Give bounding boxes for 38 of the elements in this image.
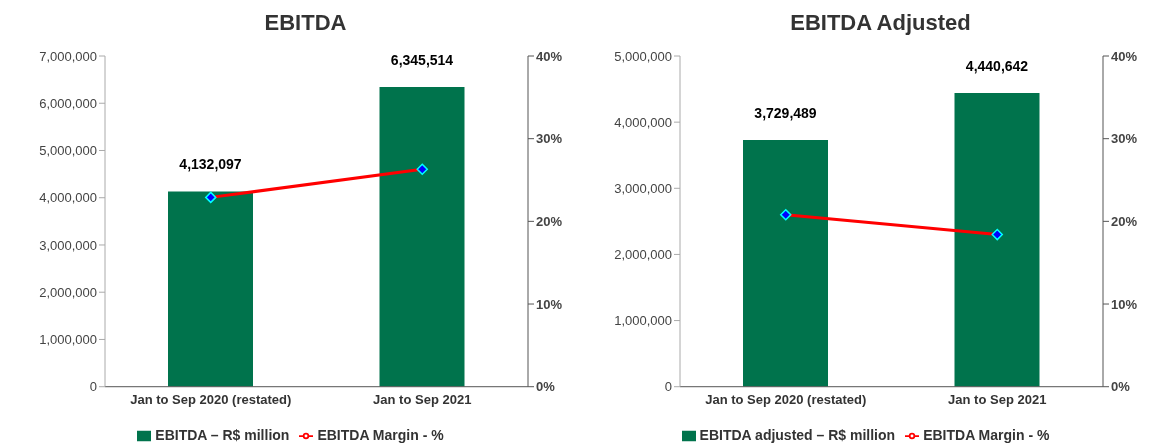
y-tick-label: 3,000,000: [39, 237, 97, 253]
legend-label: EBITDA – R$ million: [155, 426, 290, 443]
y2-tick-label: 20%: [536, 213, 563, 229]
data-label: 4,132,097: [179, 156, 242, 173]
y2-tick-label: 20%: [1111, 213, 1138, 229]
y2-tick-label: 0%: [536, 379, 556, 395]
x-tick-label: Jan to Sep 2020 (restated): [130, 391, 292, 407]
y2-tick-label: 30%: [1111, 131, 1138, 147]
y-tick-label: 1,000,000: [39, 332, 97, 348]
y-tick-label: 7,000,000: [39, 48, 97, 64]
chart-title: EBITDA Adjusted: [789, 9, 972, 37]
y-tick-label: 6,000,000: [39, 95, 97, 111]
legend-label: EBITDA Margin - %: [923, 426, 1050, 443]
data-label: 3,729,489: [754, 105, 817, 122]
legend-label: EBITDA adjusted – R$ million: [699, 426, 896, 443]
data-label: 6,345,514: [390, 51, 454, 68]
y2-tick-label: 10%: [1111, 296, 1138, 312]
y-tick-label: 2,000,000: [614, 247, 672, 263]
y-tick-label: 0: [89, 379, 97, 395]
x-tick-label: Jan to Sep 2021: [373, 391, 472, 407]
y2-tick-label: 0%: [1111, 379, 1131, 395]
y2-tick-label: 40%: [536, 48, 563, 64]
y-tick-label: 5,000,000: [39, 143, 97, 159]
y2-tick-label: 40%: [1111, 48, 1138, 64]
y-tick-label: 2,000,000: [39, 284, 97, 300]
y-tick-label: 5,000,000: [614, 48, 672, 64]
y-tick-label: 4,000,000: [614, 114, 672, 130]
x-tick-label: Jan to Sep 2020 (restated): [705, 391, 867, 407]
y-tick-label: 0: [664, 379, 672, 395]
data-label: 4,440,642: [965, 58, 1029, 74]
y2-tick-label: 10%: [536, 296, 563, 312]
chart-title: EBITDA: [263, 9, 348, 37]
y-tick-label: 1,000,000: [614, 313, 672, 329]
y-tick-label: 3,000,000: [614, 180, 672, 196]
legend-label: EBITDA Margin - %: [317, 426, 444, 443]
y-tick-label: 4,000,000: [39, 190, 97, 206]
x-tick-label: Jan to Sep 2021: [948, 391, 1047, 407]
y2-tick-label: 30%: [536, 131, 563, 147]
